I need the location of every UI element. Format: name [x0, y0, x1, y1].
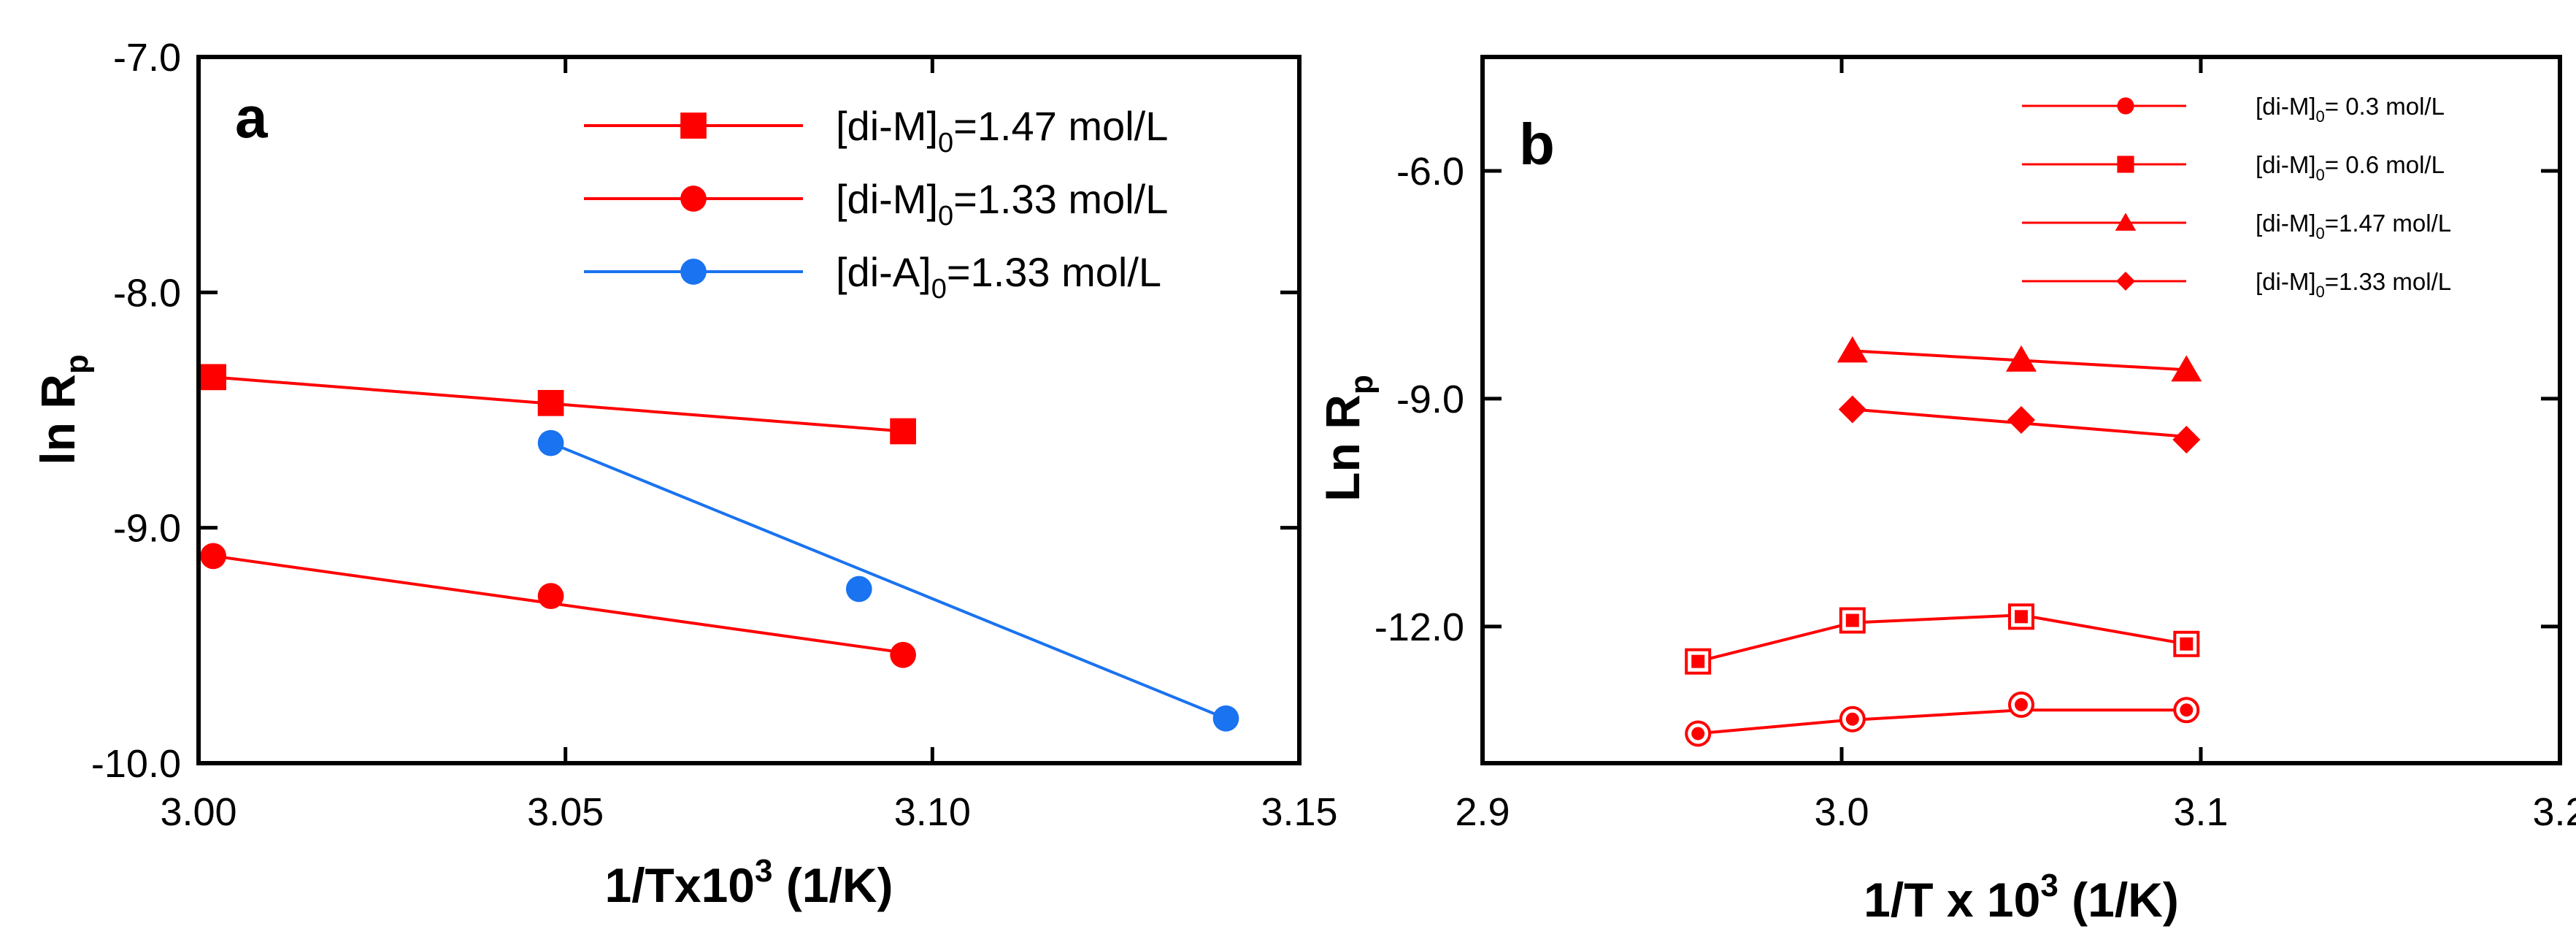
panel-b-legend-1-marker: [2117, 156, 2134, 173]
panel-b-legend-1-label: [di-M]0= 0.6 mol/L: [2256, 151, 2445, 184]
panel-a-ytick-label: -10.0: [91, 742, 181, 786]
panel-b-ytick-label: -12.0: [1374, 605, 1464, 649]
panel-a-series-1-point: [890, 641, 916, 668]
panel-b-series-layer: [1685, 336, 2202, 747]
panel-a-xlabel-main: 1/Tx10: [605, 858, 755, 912]
panel-a-series-2-line: [550, 441, 1227, 720]
panel-a-xtick-label: 3.00: [160, 790, 237, 834]
panel-a-legend-2-marker: [680, 259, 707, 285]
panel-a-legend: [di-M]0=1.47 mol/L [di-M]0=1.33 mol/L [di-…: [584, 103, 1168, 305]
panel-b-ylabel: Ln Rp: [1315, 375, 1380, 502]
panel-b-series-1-line: [1697, 613, 2187, 663]
panel-b-chart: 2.9 3.0 3.1 3.2 -6.0 -9.0 -12.0 b [di-M]0= 0.3…: [1315, 55, 2576, 927]
panel-a-series-1-point: [537, 583, 564, 609]
panel-b-xlabel-main: 1/T x 10: [1864, 873, 2040, 927]
panel-b-series-0-point: [1685, 720, 1712, 747]
panel-b-ytick-label: -6.0: [1396, 150, 1464, 194]
panel-b-xlabel-rest: (1/K): [2058, 873, 2179, 927]
panel-b-xtick-label: 2.9: [1455, 790, 1510, 834]
panel-b-axes-layer: 2.9 3.0 3.1 3.2 -6.0 -9.0 -12.0: [1374, 57, 2576, 834]
panel-b-plot-frame: [1480, 55, 2562, 765]
panel-a-ytick-label: -9.0: [113, 507, 181, 551]
panel-a-series-0-point: [200, 364, 226, 391]
panel-b-series-3-point: [2172, 426, 2201, 454]
panel-b-series-1-point: [1839, 607, 1866, 634]
panel-a-legend-2-label: [di-A]0=1.33 mol/L: [836, 249, 1161, 305]
panel-a-legend-0-marker: [680, 112, 707, 139]
panel-b-xlabel-sup: 3: [2040, 868, 2058, 903]
panel-b-ylabel-sub: p: [1344, 375, 1380, 394]
panel-b-series-2-point: [1837, 336, 1868, 363]
panel-b-legend: [di-M]0= 0.3 mol/L [di-M]0= 0.6 mol/L [di-…: [2022, 93, 2451, 301]
panel-b-series-2-point: [2171, 355, 2202, 382]
panel-a-plot-frame: [196, 55, 1302, 765]
panel-b-series-0-point: [2173, 697, 2200, 724]
panel-b-ytick-label: -9.0: [1396, 378, 1464, 421]
panel-a-series-1-point: [200, 543, 226, 570]
panel-b-series-0-line: [1698, 708, 2187, 735]
panel-b-legend-0-marker: [2117, 97, 2134, 115]
panel-b-legend-2-marker: [2115, 213, 2137, 231]
panel-a-legend-1-marker: [680, 186, 707, 212]
panel-a-xlabel-rest: (1/K): [772, 858, 893, 912]
panel-b-series-1-point: [1685, 648, 1712, 675]
panel-b-series-0-point: [2008, 691, 2034, 718]
panel-a-ytick-label: -8.0: [113, 271, 181, 315]
panel-a-xtick-label: 3.15: [1261, 790, 1337, 834]
panel-b-legend-2-label: [di-M]0=1.47 mol/L: [2256, 210, 2451, 242]
panel-a-series-0-point: [890, 418, 916, 445]
panel-a-xlabel: 1/Tx103 (1/K): [605, 853, 893, 912]
panel-b-xlabel: 1/T x 103 (1/K): [1864, 868, 2179, 927]
panel-a-ylabel: ln Rp: [31, 354, 95, 465]
panel-b-series-3-point: [1838, 395, 1866, 424]
panel-a-ylabel-sub: p: [59, 354, 95, 374]
panel-a-legend-0-label: [di-M]0=1.47 mol/L: [836, 103, 1168, 158]
panel-b-series-0-point: [1839, 705, 1866, 733]
panel-a-chart: 3.00 3.05 3.10 3.15 -7.0 -8.0 -9.0 -10.0 a [di-…: [31, 36, 1338, 912]
panel-a-xtick-label: 3.10: [894, 790, 971, 834]
panel-a-series-2-point: [845, 575, 872, 603]
panel-b-legend-0-label: [di-M]0= 0.3 mol/L: [2256, 93, 2445, 126]
panel-b-legend-3-label: [di-M]0=1.33 mol/L: [2256, 268, 2451, 301]
panel-a-ytick-label: -7.0: [113, 36, 181, 80]
panel-a-xlabel-sup: 3: [755, 853, 772, 889]
panel-b-legend-3-marker: [2116, 272, 2135, 291]
panel-b-xtick-label: 3.2: [2532, 790, 2576, 834]
panel-a-series-2-point: [1212, 705, 1239, 732]
panel-a-letter: a: [235, 85, 268, 150]
panel-b-series-2-point: [2006, 345, 2037, 372]
panel-b-xtick-label: 3.0: [1814, 790, 1869, 834]
panel-b-ylabel-main: Ln R: [1315, 394, 1369, 502]
panel-a-axes-layer: 3.00 3.05 3.10 3.15 -7.0 -8.0 -9.0 -10.0: [91, 36, 1338, 834]
panel-b-series-1-point: [2008, 603, 2034, 630]
panel-a-series-0-point: [537, 389, 564, 416]
panel-b-letter: b: [1519, 112, 1555, 177]
panel-a-series-layer: [200, 364, 1239, 732]
panel-a-series-2-point: [537, 429, 564, 456]
panel-b-series-3-point: [2007, 406, 2035, 435]
panel-b-series-1-point: [2173, 630, 2200, 657]
panel-a-xtick-label: 3.05: [527, 790, 604, 834]
panel-b-xtick-label: 3.1: [2173, 790, 2228, 834]
panel-a-ylabel-main: ln R: [31, 374, 85, 465]
panel-a-legend-1-label: [di-M]0=1.33 mol/L: [836, 176, 1168, 232]
